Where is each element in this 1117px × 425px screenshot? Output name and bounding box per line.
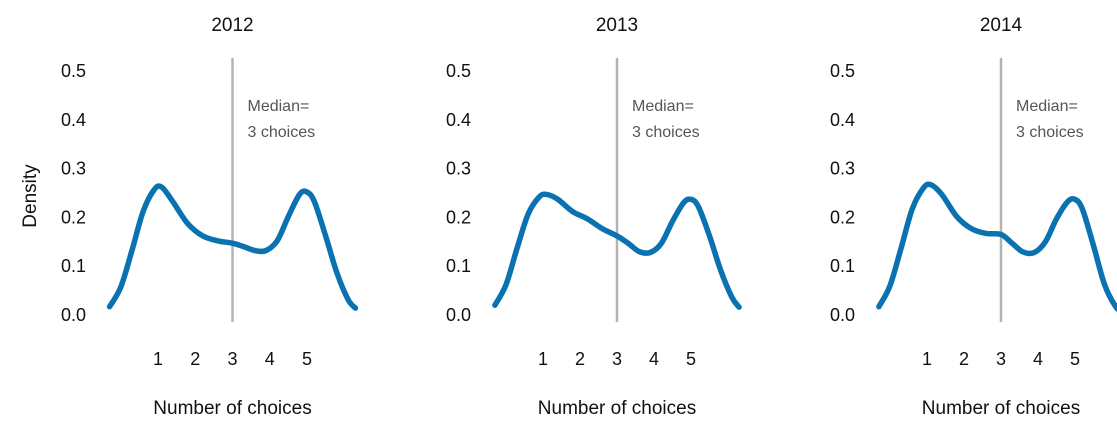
y-tick-label: 0.3 <box>830 159 855 179</box>
panel-title: 2012 <box>211 15 253 36</box>
y-tick-label: 0.1 <box>830 256 855 276</box>
y-tick-label: 0.2 <box>61 207 86 227</box>
y-tick-label: 0.0 <box>830 305 855 325</box>
x-tick-label: 1 <box>153 349 163 369</box>
median-label: Median= <box>248 98 310 115</box>
density-curve <box>876 181 1117 313</box>
y-tick-label: 0.1 <box>61 256 86 276</box>
median-label: 3 choices <box>632 124 700 141</box>
y-tick-label: 0.4 <box>446 110 471 130</box>
y-tick-label: 0.3 <box>446 159 471 179</box>
y-tick-label: 0.4 <box>830 110 855 130</box>
median-label: Median= <box>632 98 694 115</box>
panel-title: 2013 <box>596 15 638 36</box>
x-tick-label: 3 <box>612 349 622 369</box>
x-tick-label: 2 <box>959 349 969 369</box>
x-tick-label: 5 <box>686 349 696 369</box>
y-tick-label: 0.0 <box>446 305 471 325</box>
x-axis-label: Number of choices <box>922 398 1080 419</box>
x-tick-label: 1 <box>922 349 932 369</box>
x-tick-label: 3 <box>996 349 1006 369</box>
y-tick-label: 0.4 <box>61 110 86 130</box>
x-tick-label: 1 <box>538 349 548 369</box>
y-tick-label: 0.0 <box>61 305 86 325</box>
y-tick-label: 0.5 <box>446 61 471 81</box>
y-tick-label: 0.2 <box>446 207 471 227</box>
density-curve <box>106 183 359 311</box>
x-tick-label: 5 <box>302 349 312 369</box>
x-axis-label: Number of choices <box>538 398 696 419</box>
y-tick-label: 0.5 <box>61 61 86 81</box>
x-tick-label: 2 <box>190 349 200 369</box>
x-tick-label: 4 <box>265 349 275 369</box>
median-label: Median= <box>1016 98 1078 115</box>
x-tick-label: 5 <box>1070 349 1080 369</box>
median-label: 3 choices <box>1016 124 1084 141</box>
y-tick-label: 0.3 <box>61 159 86 179</box>
y-axis-label: Density <box>20 164 41 228</box>
x-tick-label: 4 <box>1033 349 1043 369</box>
x-tick-label: 3 <box>227 349 237 369</box>
x-axis-label: Number of choices <box>153 398 311 419</box>
y-tick-label: 0.5 <box>830 61 855 81</box>
median-label: 3 choices <box>248 124 316 141</box>
y-tick-label: 0.2 <box>830 207 855 227</box>
y-tick-label: 0.1 <box>446 256 471 276</box>
x-tick-label: 2 <box>575 349 585 369</box>
x-tick-label: 4 <box>649 349 659 369</box>
panel-title: 2014 <box>980 15 1023 36</box>
density-curve <box>492 191 742 310</box>
